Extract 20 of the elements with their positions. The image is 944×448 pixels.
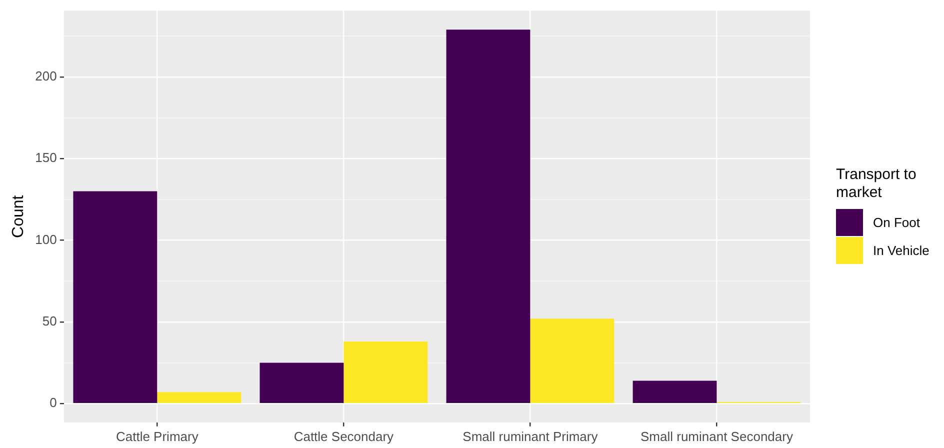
bar (632, 380, 717, 404)
legend-title: Transport to market (836, 166, 918, 202)
x-tick-label: Cattle Primary (116, 428, 199, 444)
bar (344, 342, 428, 404)
bar (73, 191, 158, 404)
y-tick-label: 0 (50, 395, 57, 410)
legend-label: On Foot (873, 214, 920, 230)
legend-label: In Vehicle (873, 242, 930, 258)
x-tick-label: Small ruminant Primary (462, 428, 598, 444)
y-tick-label: 50 (42, 314, 57, 329)
bar (260, 362, 344, 404)
bar (446, 30, 530, 404)
x-tick-label: Cattle Secondary (294, 428, 394, 444)
y-tick-label: 100 (35, 232, 57, 247)
bar (157, 392, 242, 404)
y-tick-label: 200 (35, 68, 57, 84)
y-tick-label: 150 (35, 150, 57, 166)
y-axis-title: Count (10, 194, 28, 238)
x-tick-label: Small ruminant Secondary (640, 428, 794, 444)
bar (530, 318, 614, 404)
